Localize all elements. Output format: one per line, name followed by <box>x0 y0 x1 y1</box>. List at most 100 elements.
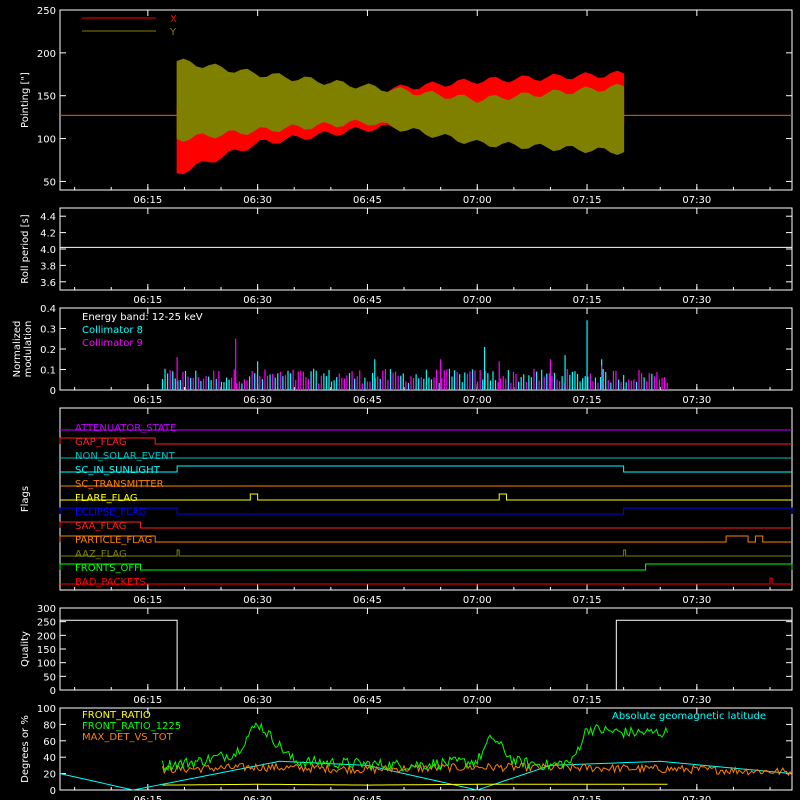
x-tick-label: 06:30 <box>243 295 272 306</box>
panel-frame-5 <box>59 707 793 791</box>
x-tick-label: 07:30 <box>682 295 711 306</box>
flag-line <box>59 535 792 543</box>
x-tick-label: 06:30 <box>243 795 272 800</box>
y-tick-label: 150 <box>37 645 56 656</box>
y-tick-label: 200 <box>37 631 56 642</box>
y-tick-label: 250 <box>37 618 56 629</box>
y-axis-label: Quality <box>20 631 31 667</box>
series-max-det-vs-tot <box>161 762 793 777</box>
x-tick-label: 07:00 <box>463 795 492 800</box>
y-tick-label: 0.3 <box>40 325 56 336</box>
x-tick-label: 07:00 <box>463 695 492 706</box>
legend-label: FRONT_RATIO <box>82 710 151 721</box>
y-tick-label: 50 <box>43 672 56 683</box>
flag-line <box>59 521 792 529</box>
y-tick-label: 3.6 <box>40 278 56 289</box>
x-tick-label: 06:15 <box>133 395 162 406</box>
y-tick-label: 80 <box>43 720 56 731</box>
flag-label: ECLIPSE_FLAG <box>75 507 146 518</box>
x-tick-label: 07:00 <box>463 595 492 606</box>
y-axis-label: Roll period [s] <box>20 214 31 283</box>
flag-line <box>60 465 792 473</box>
y-axis-label: Normalized <box>12 321 23 378</box>
flag-label: SAA_FLAG <box>75 521 126 532</box>
x-tick-label: 06:45 <box>353 195 382 206</box>
flag-label: NON_SOLAR_EVENT <box>75 451 176 462</box>
y-tick-label: 100 <box>37 659 56 670</box>
x-tick-label: 07:00 <box>463 395 492 406</box>
y-tick-label: 100 <box>37 704 56 715</box>
flag-line <box>60 577 792 585</box>
flag-label: BAD_PACKETS <box>75 577 146 588</box>
x-tick-label: 07:15 <box>573 795 602 800</box>
y-tick-label: 40 <box>43 753 56 764</box>
y-tick-label: 0.2 <box>40 345 56 356</box>
panel-frame-3 <box>59 407 793 591</box>
x-tick-label: 07:15 <box>573 195 602 206</box>
x-tick-label: 07:30 <box>682 395 711 406</box>
x-tick-label: 07:30 <box>682 595 711 606</box>
y-axis-label: modulation <box>23 321 34 378</box>
series-front-ratio <box>162 783 668 786</box>
x-tick-label: 07:30 <box>682 195 711 206</box>
flag-label: ATTENUATOR_STATE <box>75 423 176 434</box>
x-tick-label: 06:30 <box>243 195 272 206</box>
y-tick-label: 60 <box>43 737 56 748</box>
flag-label: PARTICLE_FLAG <box>75 535 152 546</box>
flag-line <box>60 549 792 557</box>
x-tick-label: 07:30 <box>682 695 711 706</box>
x-tick-label: 06:45 <box>353 795 382 800</box>
x-tick-label: 06:30 <box>243 695 272 706</box>
x-tick-label: 06:45 <box>353 595 382 606</box>
legend-label: FRONT_RATIO_1225 <box>82 721 181 732</box>
series-y <box>60 58 792 155</box>
y-tick-label: 4.2 <box>40 229 56 240</box>
y-tick-label: 4.0 <box>40 245 56 256</box>
x-tick-label: 06:45 <box>353 695 382 706</box>
y-tick-label: 300 <box>37 604 56 615</box>
y-axis-label: Flags <box>20 486 31 512</box>
x-tick-label: 07:00 <box>463 195 492 206</box>
y-tick-label: 250 <box>37 6 56 17</box>
x-tick-label: 07:00 <box>463 295 492 306</box>
flag-label: FLARE_FLAG <box>75 493 138 504</box>
x-tick-label: 07:15 <box>573 595 602 606</box>
flag-label: GAP_FLAG <box>75 437 127 448</box>
y-tick-label: 0 <box>50 386 56 397</box>
flag-label: SC_TRANSMITTER <box>75 479 164 490</box>
legend-title: Energy band: 12-25 keV <box>82 312 203 323</box>
flag-label: FRONTS_OFF <box>75 563 140 574</box>
flag-label: AAZ_FLAG <box>75 549 127 560</box>
x-tick-label: 06:15 <box>133 195 162 206</box>
flag-line <box>59 507 793 515</box>
x-tick-label: 06:15 <box>133 595 162 606</box>
panel-frame-0 <box>59 9 793 191</box>
legend-label: Collimator 8 <box>82 325 143 336</box>
x-tick-label: 06:30 <box>243 595 272 606</box>
y-axis-label: Degrees or % <box>20 715 31 783</box>
y-tick-label: 200 <box>37 49 56 60</box>
y-tick-label: 0 <box>50 786 56 797</box>
x-tick-label: 07:30 <box>682 795 711 800</box>
y-tick-label: 4.4 <box>40 212 56 223</box>
y-tick-label: 0 <box>50 686 56 697</box>
y-tick-label: 0.1 <box>40 366 56 377</box>
x-tick-label: 06:15 <box>133 795 162 800</box>
legend-label: MAX_DET_VS_TOT <box>82 732 174 743</box>
x-tick-label: 07:15 <box>573 295 602 306</box>
y-tick-label: 100 <box>37 135 56 146</box>
x-tick-label: 06:45 <box>353 295 382 306</box>
panel-frame-1 <box>59 207 793 291</box>
legend-label: X <box>170 14 177 25</box>
y-tick-label: 3.8 <box>40 261 56 272</box>
series-oscillation-band <box>176 58 625 155</box>
y-tick-label: 20 <box>43 770 56 781</box>
flag-line <box>60 493 792 501</box>
legend-label: Collimator 9 <box>82 338 143 349</box>
flag-label: SC_IN_SUNLIGHT <box>75 465 161 476</box>
y-axis-label: Pointing ["] <box>20 72 31 128</box>
x-tick-label: 07:15 <box>573 695 602 706</box>
legend-label: Absolute geomagnetic latitude <box>612 711 766 722</box>
series-front-ratio-1225 <box>161 721 669 772</box>
